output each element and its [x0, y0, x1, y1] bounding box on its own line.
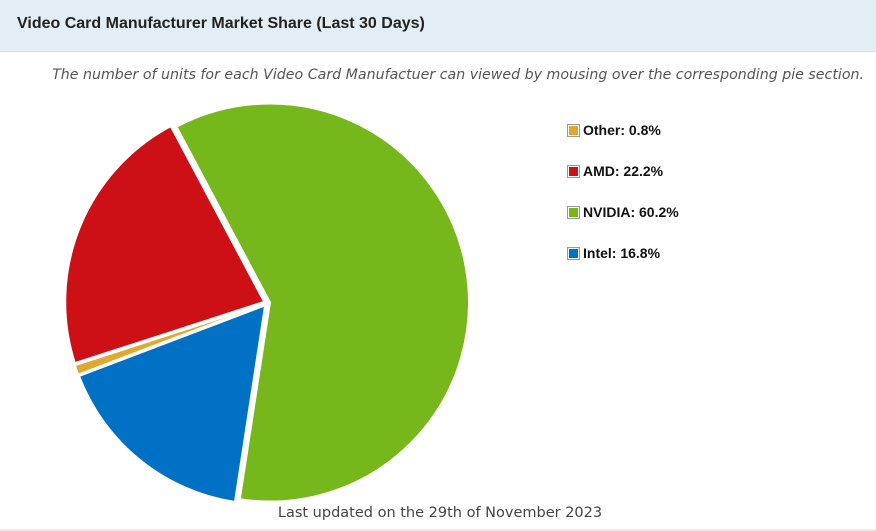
legend-item-nvidia[interactable]: NVIDIA: 60.2% — [567, 202, 679, 222]
chart-title: Video Card Manufacturer Market Share (La… — [17, 15, 425, 32]
legend-swatch-amd — [567, 164, 580, 178]
legend-item-other[interactable]: Other: 0.8% — [567, 120, 679, 140]
chart-legend: Other: 0.8% AMD: 22.2% NVIDIA: 60.2% Intel:… — [567, 120, 679, 284]
pie-slice-intel[interactable] — [77, 303, 267, 504]
legend-item-amd[interactable]: AMD: 22.2% — [567, 161, 679, 181]
bottom-divider — [0, 529, 876, 531]
chart-subtitle: The number of units for each Video Card … — [52, 67, 864, 83]
legend-label-nvidia: NVIDIA: 60.2% — [583, 204, 679, 220]
legend-swatch-nvidia — [567, 205, 580, 219]
legend-swatch-other — [567, 123, 580, 137]
legend-label-other: Other: 0.8% — [583, 122, 661, 138]
pie-slice-other[interactable] — [73, 303, 265, 376]
legend-label-amd: AMD: 22.2% — [583, 163, 664, 179]
legend-item-intel[interactable]: Intel: 16.8% — [567, 243, 679, 263]
pie-slice-nvidia[interactable] — [175, 102, 470, 503]
legend-label-intel: Intel: 16.8% — [583, 245, 661, 261]
legend-swatch-intel — [567, 246, 580, 260]
card-header: Video Card Manufacturer Market Share (La… — [0, 0, 876, 52]
pie-slice-amd[interactable] — [64, 124, 266, 365]
last-updated-text: Last updated on the 29th of November 202… — [277, 505, 603, 521]
